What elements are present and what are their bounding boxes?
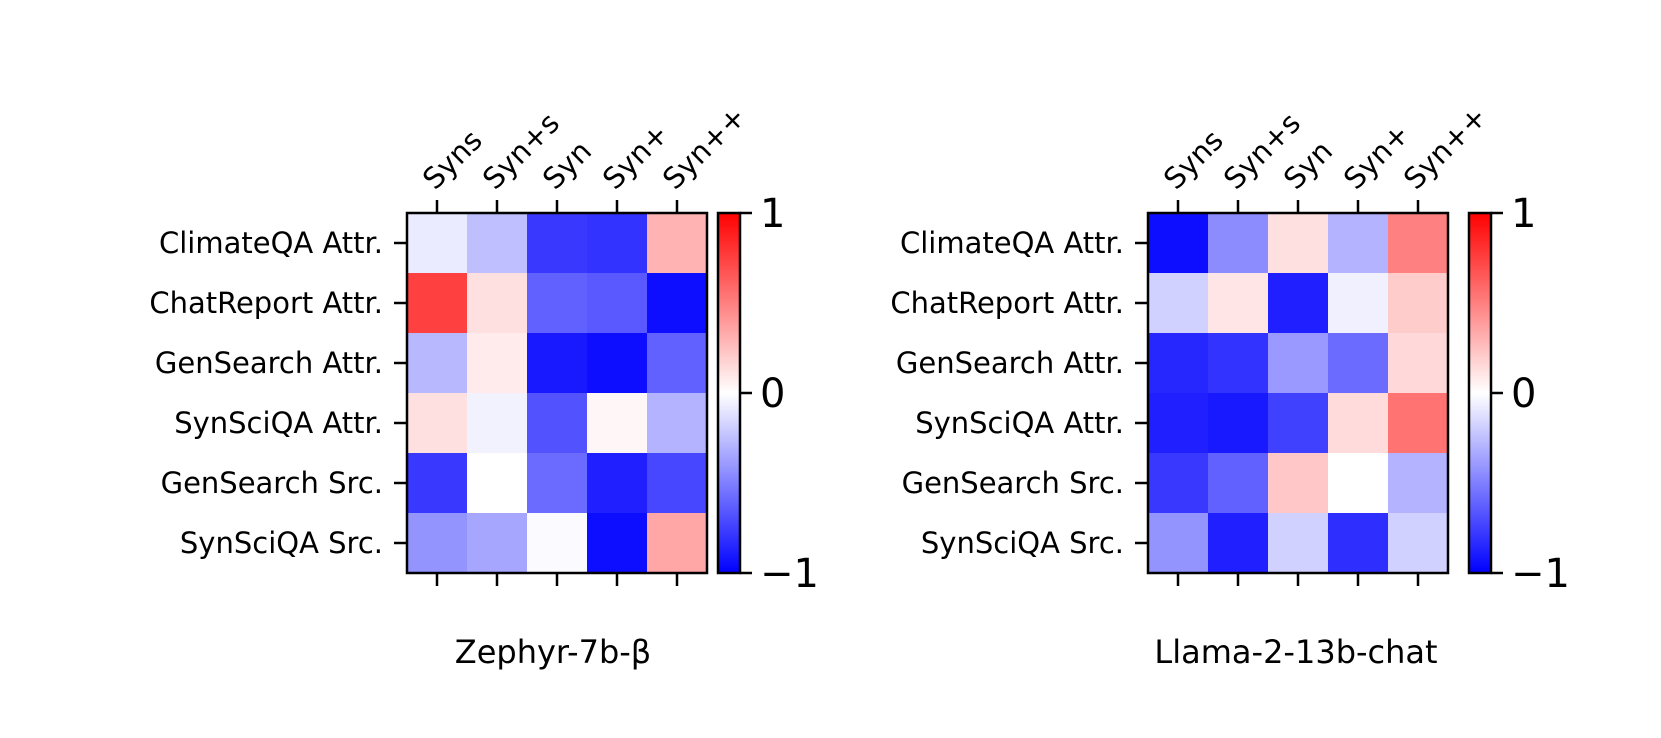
heatmap-cell-r0-c1 <box>1208 213 1268 273</box>
heatmap-cell-r2-c3 <box>587 333 647 393</box>
heatmap-cell-r4-c4 <box>1388 453 1448 513</box>
heatmap-panel-llama: ClimateQA Attr. ChatReport Attr. GenSearch… <box>890 99 1570 671</box>
heatmap-cell-r4-c0 <box>1148 453 1208 513</box>
colorbar-tick-label: 0 <box>1511 371 1536 417</box>
heatmap-cell-r1-c4 <box>1388 273 1448 333</box>
colorbar-tick-label: 0 <box>760 371 785 417</box>
column-label: Syn++ <box>1397 99 1494 196</box>
heatmap-cell-r5-c1 <box>467 513 527 573</box>
colorbar-tick-label: 1 <box>1511 191 1536 237</box>
colorbar-tick-label: 1 <box>760 191 785 237</box>
heatmap-panel-zephyr: ClimateQA Attr. ChatReport Attr. GenSearch… <box>149 99 819 671</box>
heatmap-cell-r1-c0 <box>1148 273 1208 333</box>
heatmap-cell-r1-c3 <box>587 273 647 333</box>
heatmap-cell-r0-c2 <box>1268 213 1328 273</box>
row-label: ClimateQA Attr. <box>900 226 1124 260</box>
row-label: GenSearch Src. <box>161 466 383 500</box>
heatmap-cell-r4-c2 <box>527 453 587 513</box>
heatmap-cell-r4-c1 <box>1208 453 1268 513</box>
heatmap-cell-r1-c1 <box>1208 273 1268 333</box>
heatmap-cell-r0-c4 <box>647 213 707 273</box>
column-label: Syn++ <box>656 99 753 196</box>
heatmap-cell-r5-c3 <box>587 513 647 573</box>
column-label: Syns <box>1157 123 1230 196</box>
column-label: Syns <box>416 123 489 196</box>
heatmap-cell-r5-c2 <box>527 513 587 573</box>
heatmap-cell-r4-c4 <box>647 453 707 513</box>
heatmap-cell-r5-c1 <box>1208 513 1268 573</box>
heatmap-cell-r3-c4 <box>647 393 707 453</box>
heatmap-cell-r4-c0 <box>407 453 467 513</box>
heatmap-cell-r1-c4 <box>647 273 707 333</box>
heatmap-cell-r3-c1 <box>1208 393 1268 453</box>
row-label: SynSciQA Attr. <box>174 406 383 440</box>
heatmap-cell-r2-c1 <box>467 333 527 393</box>
heatmap-cell-r1-c2 <box>527 273 587 333</box>
heatmap-cell-r3-c2 <box>1268 393 1328 453</box>
heatmap-cell-r2-c2 <box>1268 333 1328 393</box>
row-label: SynSciQA Src. <box>921 526 1124 560</box>
row-label: SynSciQA Src. <box>180 526 383 560</box>
row-label: ClimateQA Attr. <box>159 226 383 260</box>
column-label: Syn+ <box>596 117 675 196</box>
colorbar <box>1467 211 1493 575</box>
colorbar-tick-label: −1 <box>1511 551 1570 597</box>
heatmap-cell-r0-c1 <box>467 213 527 273</box>
heatmap-cell-r2-c4 <box>647 333 707 393</box>
row-label: ChatReport Attr. <box>890 286 1124 320</box>
heatmap-cell-r0-c0 <box>1148 213 1208 273</box>
heatmap-cell-r5-c4 <box>647 513 707 573</box>
heatmap-cell-r3-c1 <box>467 393 527 453</box>
heatmap-cell-r4-c3 <box>587 453 647 513</box>
heatmap-cell-r2-c0 <box>1148 333 1208 393</box>
colorbar <box>716 211 742 575</box>
heatmap-cell-r5-c0 <box>407 513 467 573</box>
column-label: Syn+ <box>1337 117 1416 196</box>
heatmap-cell-r1-c2 <box>1268 273 1328 333</box>
heatmap-title: Zephyr-7b-β <box>455 633 651 671</box>
row-label: ChatReport Attr. <box>149 286 383 320</box>
heatmap-cell-r1-c3 <box>1328 273 1388 333</box>
heatmap-cell-r1-c0 <box>407 273 467 333</box>
heatmap-cell-r3-c2 <box>527 393 587 453</box>
heatmap-cell-r5-c2 <box>1268 513 1328 573</box>
heatmap-cell-r2-c3 <box>1328 333 1388 393</box>
heatmap-cell-r2-c2 <box>527 333 587 393</box>
heatmap-cell-r2-c1 <box>1208 333 1268 393</box>
heatmap-cell-r5-c3 <box>1328 513 1388 573</box>
heatmap-cell-r3-c4 <box>1388 393 1448 453</box>
row-label: SynSciQA Attr. <box>915 406 1124 440</box>
colorbar-tick-label: −1 <box>760 551 819 597</box>
heatmap-cell-r4-c3 <box>1328 453 1388 513</box>
heatmap-cell-r0-c4 <box>1388 213 1448 273</box>
heatmap-cell-r4-c1 <box>467 453 527 513</box>
heatmap-cell-r2-c0 <box>407 333 467 393</box>
heatmap-cell-r3-c3 <box>1328 393 1388 453</box>
heatmap-cell-r4-c2 <box>1268 453 1328 513</box>
row-label: GenSearch Src. <box>902 466 1124 500</box>
heatmap-cell-r0-c3 <box>587 213 647 273</box>
heatmap-cell-r3-c3 <box>587 393 647 453</box>
heatmap-title: Llama-2-13b-chat <box>1154 633 1437 671</box>
row-label: GenSearch Attr. <box>896 346 1124 380</box>
heatmap-cell-r0-c0 <box>407 213 467 273</box>
heatmap-cell-r5-c4 <box>1388 513 1448 573</box>
heatmap-cell-r3-c0 <box>407 393 467 453</box>
heatmap-cell-r2-c4 <box>1388 333 1448 393</box>
heatmap-cell-r0-c3 <box>1328 213 1388 273</box>
heatmap-cell-r1-c1 <box>467 273 527 333</box>
row-label: GenSearch Attr. <box>155 346 383 380</box>
heatmap-cell-r5-c0 <box>1148 513 1208 573</box>
heatmap-cell-r3-c0 <box>1148 393 1208 453</box>
heatmap-cell-r0-c2 <box>527 213 587 273</box>
